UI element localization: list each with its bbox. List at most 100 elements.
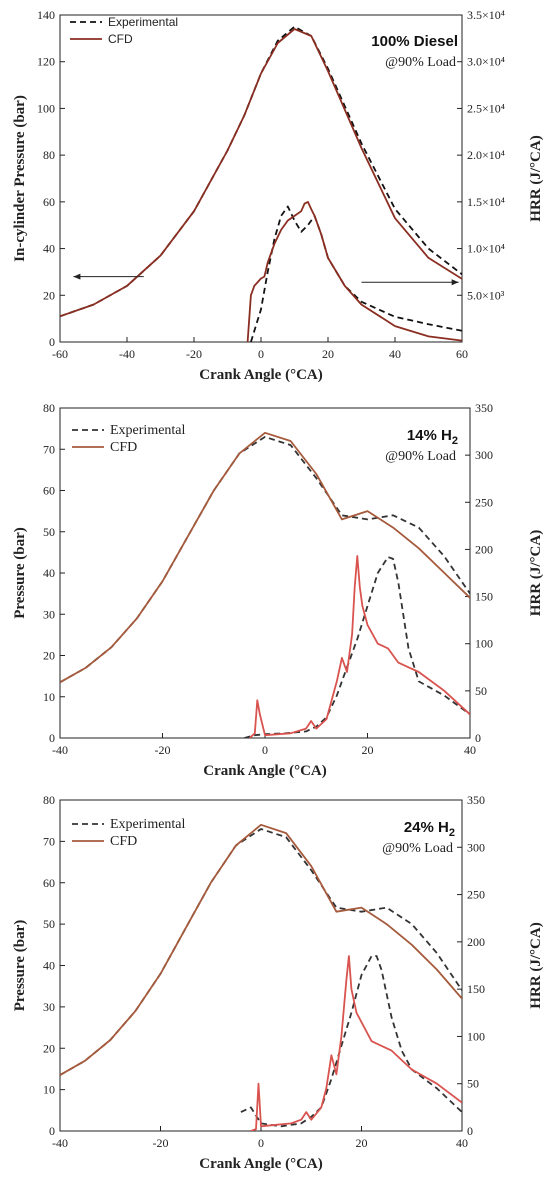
annotation-title-main: 14% H	[407, 427, 452, 444]
y2-tick-label: 2.5×10⁴	[467, 101, 505, 115]
y2-tick-label: 1.5×10⁴	[467, 195, 505, 209]
y-axis-title: Pressure (bar)	[12, 527, 28, 619]
y-tick-label: 20	[43, 649, 55, 663]
y2-tick-label: 150	[467, 982, 485, 996]
y-tick-label: 0	[49, 731, 55, 745]
y2-tick-label: 350	[475, 401, 493, 415]
annotation-title-subscript: 2	[449, 827, 455, 839]
x-tick-label: 20	[322, 347, 334, 361]
experimental-pressure-line	[60, 435, 470, 684]
x-tick-label: 0	[262, 743, 268, 757]
legend-label-experimental: Experimental	[110, 423, 186, 438]
y-tick-label: 30	[43, 607, 55, 621]
y2-tick-label: 200	[467, 935, 485, 949]
x-tick-label: -20	[153, 1136, 169, 1150]
y2-tick-label: 100	[475, 637, 493, 651]
annotation-title: 24% H2	[404, 819, 455, 839]
y2-axis-title: HRR (J/°CA)	[528, 135, 544, 221]
experimental-hrr-line	[240, 955, 462, 1128]
right-axis-arrowhead	[451, 279, 459, 286]
y-axis-title: In-cylinder Pressure (bar)	[12, 95, 28, 262]
y-tick-label: 10	[43, 1083, 55, 1097]
y2-axis-title: HRR (J/°CA)	[528, 530, 544, 616]
x-tick-label: -40	[119, 347, 135, 361]
y2-tick-label: 250	[467, 888, 485, 902]
x-tick-label: 40	[456, 1136, 468, 1150]
cfd-pressure-line	[60, 431, 470, 684]
annotation-title-main: 100% Diesel	[371, 33, 458, 50]
y2-tick-label: 150	[475, 590, 493, 604]
y-tick-label: 0	[49, 335, 55, 349]
annotation-subtitle: @90% Load	[385, 449, 456, 464]
x-tick-label: 0	[258, 347, 264, 361]
y2-axis-title: HRR (J/°CA)	[528, 922, 544, 1008]
y2-tick-label: 0	[467, 1124, 473, 1138]
y-tick-label: 10	[43, 690, 55, 704]
legend-label-cfd: CFD	[110, 440, 137, 455]
y2-tick-label: 50	[475, 684, 487, 698]
legend-label-cfd: CFD	[110, 834, 137, 849]
legend-label-experimental: Experimental	[110, 817, 186, 832]
y2-tick-label: 5.0×10³	[467, 288, 505, 302]
cfd-hrr-line	[248, 555, 470, 738]
y-tick-label: 50	[43, 917, 55, 931]
x-axis-title: Crank Angle (°CA)	[203, 763, 327, 779]
y2-tick-label: 350	[467, 793, 485, 807]
cfd-pressure-line	[60, 823, 462, 1076]
chart-panel-1: -60 -40 -20 0 20 40 60 0 20 40 60 80 100 120 140 5.0×10…	[12, 8, 544, 383]
y-tick-label: 120	[37, 55, 55, 69]
annotation-title: 100% Diesel	[371, 33, 458, 50]
x-tick-label: 40	[464, 743, 476, 757]
x-tick-label: 0	[258, 1136, 264, 1150]
x-tick-label: -40	[52, 743, 68, 757]
x-axis-title: Crank Angle (°CA)	[199, 1156, 323, 1172]
cfd-hrr-line	[246, 200, 462, 342]
x-axis-title: Crank Angle (°CA)	[199, 367, 323, 383]
y-tick-label: 100	[37, 101, 55, 115]
chart-panel-2: -40 -20 0 20 4001020304050607080050100150200…	[12, 401, 544, 779]
y2-tick-label: 2.0×10⁴	[467, 148, 505, 162]
experimental-pressure-line	[60, 25, 462, 318]
y-tick-label: 140	[37, 8, 55, 22]
y2-tick-label: 300	[467, 840, 485, 854]
y-tick-label: 70	[43, 834, 55, 848]
y2-tick-label: 3.5×10⁴	[467, 8, 505, 22]
legend: Experimental CFD	[72, 817, 186, 849]
y-tick-label: 60	[43, 195, 55, 209]
legend-label-experimental: Experimental	[108, 15, 178, 29]
y-tick-label: 40	[43, 242, 55, 256]
y-tick-label: 0	[49, 1124, 55, 1138]
y2-tick-label: 100	[467, 1029, 485, 1043]
y2-tick-label: 0	[475, 731, 481, 745]
legend: Experimental CFD	[70, 15, 178, 46]
cfd-pressure-line	[60, 28, 462, 318]
annotation-subtitle: @90% Load	[382, 841, 453, 856]
y2-tick-label: 300	[475, 448, 493, 462]
x-tick-label: 20	[356, 1136, 368, 1150]
y-tick-label: 60	[43, 484, 55, 498]
y2-tick-label: 1.0×10⁴	[467, 242, 505, 256]
chart-panel-3: -40 -20 0 20 4001020304050607080050100150200…	[12, 793, 544, 1172]
annotation-title: 14% H2	[407, 427, 458, 447]
y-tick-label: 40	[43, 566, 55, 580]
x-tick-label: -20	[155, 743, 171, 757]
x-tick-label: -40	[52, 1136, 68, 1150]
y-tick-label: 60	[43, 876, 55, 890]
legend: Experimental CFD	[72, 423, 186, 455]
x-tick-label: 20	[362, 743, 374, 757]
y-tick-label: 80	[43, 401, 55, 415]
left-axis-arrowhead	[73, 273, 81, 280]
y-tick-label: 70	[43, 442, 55, 456]
x-tick-label: 40	[389, 347, 401, 361]
y2-tick-label: 200	[475, 542, 493, 556]
cfd-hrr-line	[250, 955, 462, 1131]
y2-tick-label: 50	[467, 1077, 479, 1091]
x-tick-label: 60	[456, 347, 468, 361]
y-axis-title: Pressure (bar)	[12, 920, 28, 1012]
y-tick-label: 40	[43, 959, 55, 973]
y2-tick-label: 250	[475, 495, 493, 509]
y2-tick-label: 3.0×10⁴	[467, 55, 505, 69]
y-tick-label: 20	[43, 288, 55, 302]
experimental-hrr-line	[244, 556, 470, 738]
